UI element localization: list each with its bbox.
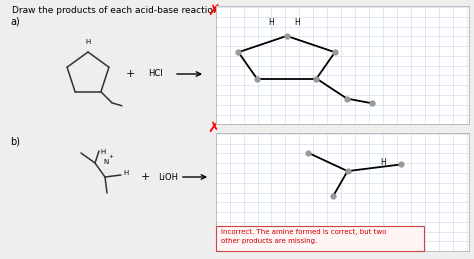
Text: H: H (100, 149, 106, 155)
Text: continued
below....: continued below.... (434, 239, 465, 251)
Text: H: H (381, 158, 386, 167)
Text: H: H (123, 170, 128, 176)
Text: ✗: ✗ (208, 121, 220, 136)
Text: Incorrect. The amine formed is correct, but two
other products are missing.: Incorrect. The amine formed is correct, … (221, 229, 386, 244)
Text: b): b) (10, 137, 20, 147)
Text: +: + (140, 172, 150, 182)
Text: N: N (103, 159, 109, 165)
Text: +: + (125, 69, 135, 79)
Text: HCl: HCl (148, 69, 162, 78)
Text: LiOH: LiOH (158, 172, 178, 182)
Text: H: H (85, 39, 91, 45)
Text: ✗: ✗ (208, 4, 220, 19)
Bar (216, 226, 424, 251)
Text: Draw the products of each acid-base reaction.: Draw the products of each acid-base reac… (12, 6, 221, 15)
Text: H: H (269, 18, 274, 26)
Text: +: + (109, 154, 113, 159)
Text: H: H (294, 18, 300, 26)
Text: a): a) (10, 17, 20, 27)
